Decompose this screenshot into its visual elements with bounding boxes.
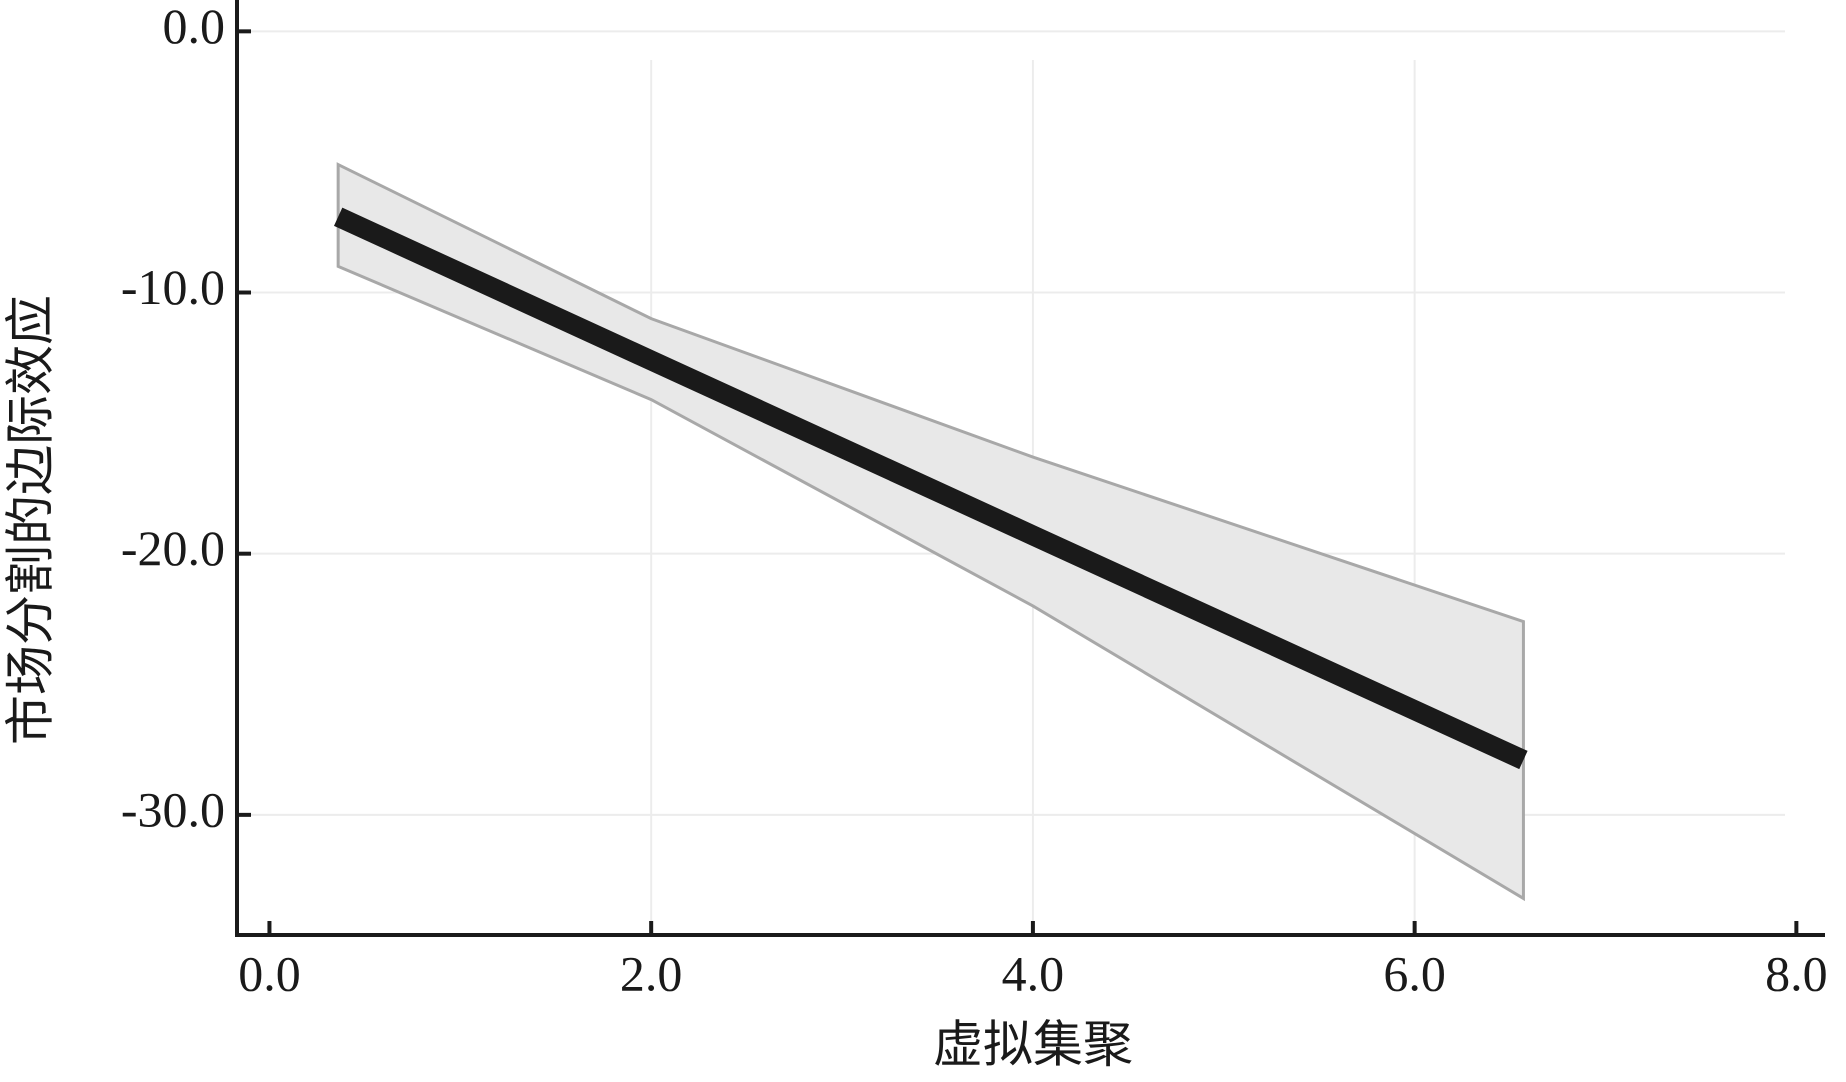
y-tick-label: 0.0 — [163, 0, 226, 54]
confidence-band — [336, 162, 1525, 902]
y-axis-label: 市场分割的边际效应 — [2, 295, 58, 745]
x-tick-label: 0.0 — [238, 945, 301, 1001]
y-tick-label: -10.0 — [121, 259, 225, 315]
x-tick-label: 4.0 — [1002, 945, 1065, 1001]
x-axis-label: 虚拟集聚 — [933, 1016, 1133, 1072]
x-tick-label: 2.0 — [620, 945, 683, 1001]
y-tick-label: -20.0 — [121, 520, 225, 576]
y-tick-label: -30.0 — [121, 781, 225, 837]
x-tick-label: 6.0 — [1383, 945, 1446, 1001]
x-tick-label: 8.0 — [1765, 945, 1828, 1001]
line — [333, 207, 1528, 770]
